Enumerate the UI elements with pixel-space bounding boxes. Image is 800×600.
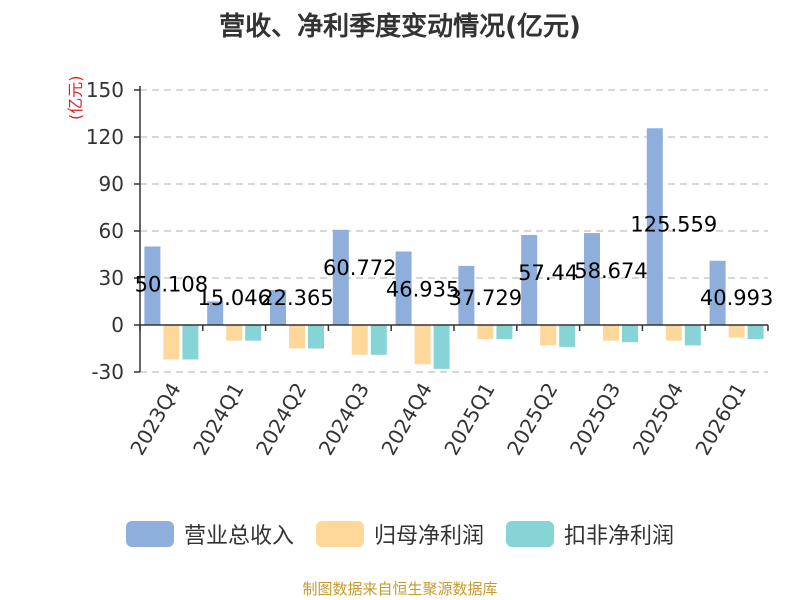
- bar-revenue: [584, 233, 600, 325]
- data-label: 125.559: [630, 212, 717, 236]
- data-label: 22.365: [260, 286, 333, 310]
- bar-revenue: [207, 301, 224, 325]
- bar-net-profit: [603, 325, 619, 341]
- data-label: 60.772: [323, 256, 396, 280]
- bar-deducted-profit: [245, 325, 262, 341]
- legend-label-deducted-profit: 扣非净利润: [564, 524, 675, 549]
- bar-deducted-profit: [308, 325, 324, 349]
- bar-deducted-profit: [182, 325, 199, 360]
- bar-deducted-profit: [559, 325, 576, 347]
- bar-revenue: [458, 265, 475, 325]
- bar-net-profit: [414, 325, 431, 365]
- x-tick-label: 2025Q2: [502, 379, 562, 460]
- legend-swatch-revenue: [125, 521, 174, 547]
- x-tick-label: 2025Q3: [565, 379, 625, 460]
- bar-deducted-profit: [496, 325, 513, 340]
- x-tick-label: 2024Q4: [376, 379, 436, 460]
- grid-lines: [140, 89, 768, 373]
- bar-revenue: [144, 246, 161, 325]
- legend-item-net-profit[interactable]: 归母净利润: [315, 518, 484, 550]
- legend-swatch-net-profit: [315, 521, 364, 547]
- legend-item-deducted-profit[interactable]: 扣非净利润: [506, 518, 674, 550]
- bar-net-profit: [728, 325, 745, 338]
- y-tick-label: 0: [111, 313, 124, 337]
- x-tick-label: 2025Q1: [439, 379, 499, 460]
- y-tick-label: 120: [86, 125, 124, 149]
- bar-deducted-profit: [684, 325, 701, 346]
- bar-deducted-profit: [370, 325, 387, 355]
- bars: [144, 128, 764, 369]
- y-tick-label: 30: [99, 266, 124, 290]
- x-tick-label: 2023Q4: [125, 379, 185, 460]
- bar-net-profit: [289, 325, 305, 349]
- bar-deducted-profit: [747, 325, 764, 340]
- data-label: 57.44: [518, 261, 578, 285]
- data-label: 40.993: [700, 286, 773, 310]
- legend: 营业总收入 归母净利润 扣非净利润: [0, 518, 800, 550]
- y-tick-label: 150: [86, 78, 124, 102]
- data-label: 46.935: [386, 277, 459, 301]
- bar-net-profit: [351, 325, 368, 355]
- y-tick-label: -30: [91, 360, 124, 384]
- x-tick-label: 2024Q1: [188, 379, 248, 460]
- bar-revenue: [521, 235, 538, 325]
- chart-title: 营收、净利季度变动情况(亿元): [219, 12, 581, 42]
- bar-net-profit: [477, 325, 494, 340]
- bar-net-profit: [540, 325, 557, 346]
- bar-deducted-profit: [622, 325, 638, 343]
- bar-revenue: [395, 251, 412, 325]
- data-label: 15.046: [197, 286, 270, 310]
- legend-swatch-deducted-profit: [506, 521, 554, 547]
- bar-revenue: [646, 128, 663, 325]
- y-tick-label: 60: [99, 219, 124, 243]
- data-label: 58.674: [574, 259, 647, 283]
- data-label: 37.729: [449, 286, 522, 310]
- x-tick-label: 2025Q4: [628, 379, 688, 460]
- bar-revenue: [709, 260, 726, 325]
- bar-revenue: [270, 289, 286, 325]
- source-note: 制图数据来自恒生聚源数据库: [302, 580, 498, 598]
- bar-net-profit: [226, 325, 243, 341]
- y-tick-label: 90: [99, 172, 124, 196]
- bar-deducted-profit: [433, 325, 450, 369]
- legend-label-revenue: 营业总收入: [183, 524, 294, 549]
- x-tick-label: 2026Q1: [690, 379, 750, 460]
- x-tick-label: 2024Q2: [251, 379, 311, 460]
- bar-net-profit: [665, 325, 682, 341]
- bar-revenue: [332, 229, 349, 325]
- data-label: 50.108: [135, 272, 208, 296]
- x-tick-label: 2024Q3: [314, 379, 374, 460]
- bar-net-profit: [163, 325, 180, 360]
- legend-label-net-profit: 归母净利润: [373, 524, 484, 549]
- unit-label: (亿元): [66, 75, 85, 121]
- legend-item-revenue[interactable]: 营业总收入: [125, 518, 294, 550]
